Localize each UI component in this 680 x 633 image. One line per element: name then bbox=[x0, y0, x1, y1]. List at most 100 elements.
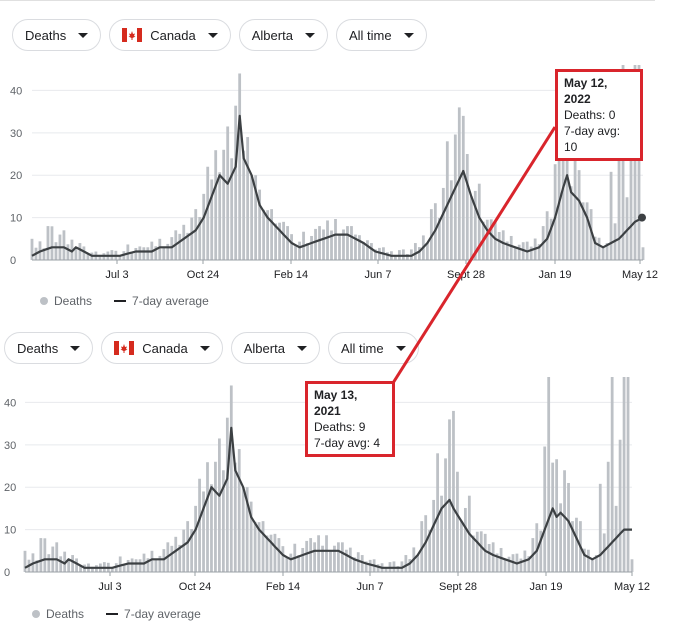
bar bbox=[356, 552, 360, 572]
bar bbox=[221, 470, 225, 572]
bar bbox=[190, 528, 194, 572]
bar bbox=[376, 564, 380, 572]
bar bbox=[362, 241, 365, 260]
bar bbox=[30, 238, 34, 260]
bar bbox=[527, 556, 531, 572]
y-tick-label: 30 bbox=[10, 128, 22, 140]
bar bbox=[178, 233, 182, 260]
bar bbox=[370, 243, 373, 260]
region-label: Alberta bbox=[251, 27, 293, 43]
bar bbox=[378, 247, 381, 260]
bar bbox=[609, 171, 613, 260]
x-tick-label: Feb 14 bbox=[266, 581, 300, 593]
bar bbox=[329, 550, 332, 572]
bar bbox=[432, 499, 436, 572]
legend-line-label: 7-day average bbox=[124, 607, 201, 621]
bar bbox=[210, 484, 213, 572]
bar bbox=[334, 219, 337, 260]
country-dropdown[interactable]: Canada bbox=[101, 332, 223, 364]
bar bbox=[277, 538, 281, 572]
bar bbox=[404, 555, 408, 572]
bar bbox=[366, 240, 369, 260]
bar bbox=[55, 542, 59, 572]
bar bbox=[325, 535, 328, 572]
range-dropdown[interactable]: All time bbox=[335, 19, 427, 51]
bar bbox=[509, 235, 513, 260]
bar bbox=[23, 550, 27, 572]
bar bbox=[348, 547, 352, 572]
bar bbox=[368, 559, 372, 572]
tooltip-deaths: Deaths: 0 bbox=[564, 108, 616, 122]
bar bbox=[539, 530, 543, 572]
bar bbox=[456, 471, 459, 572]
bar bbox=[420, 521, 424, 572]
bar bbox=[630, 559, 634, 572]
bar bbox=[318, 226, 321, 260]
bar bbox=[39, 538, 43, 572]
x-tick-label: Sept 28 bbox=[447, 269, 485, 281]
avg-line bbox=[24, 426, 632, 569]
filter-bar-top: Deaths Canada Alberta All time bbox=[12, 19, 427, 51]
region-dropdown[interactable]: Alberta bbox=[230, 332, 320, 364]
bar bbox=[491, 542, 495, 572]
bar bbox=[590, 559, 594, 572]
legend-line-label: 7-day average bbox=[132, 294, 209, 308]
bar bbox=[337, 542, 340, 572]
metric-dropdown[interactable]: Deaths bbox=[12, 19, 102, 51]
bar bbox=[237, 449, 241, 572]
bar bbox=[626, 377, 630, 572]
bar bbox=[489, 219, 493, 260]
bar bbox=[170, 545, 174, 572]
bar bbox=[408, 559, 412, 572]
tooltip-deaths: Deaths: 9 bbox=[314, 420, 366, 434]
bar bbox=[352, 557, 356, 572]
bar bbox=[301, 547, 305, 572]
bar bbox=[519, 558, 523, 572]
metric-label: Deaths bbox=[25, 27, 67, 43]
country-dropdown[interactable]: Canada bbox=[109, 19, 231, 51]
bar bbox=[130, 251, 134, 260]
caret-down-icon bbox=[78, 32, 89, 38]
bar bbox=[346, 226, 349, 260]
bar bbox=[134, 559, 138, 572]
bar bbox=[374, 249, 377, 260]
bar bbox=[289, 553, 293, 572]
range-dropdown[interactable]: All time bbox=[327, 332, 419, 364]
bar bbox=[126, 244, 130, 260]
bar bbox=[74, 247, 78, 260]
bar bbox=[233, 462, 237, 572]
bar bbox=[190, 217, 194, 260]
bar bbox=[246, 137, 250, 260]
y-tick-label: 10 bbox=[4, 525, 16, 537]
bar bbox=[138, 559, 142, 572]
bar bbox=[250, 175, 254, 260]
bar bbox=[253, 521, 257, 572]
bar bbox=[63, 551, 67, 572]
bar bbox=[158, 238, 162, 260]
bar bbox=[641, 247, 645, 260]
bar bbox=[290, 234, 293, 260]
bar bbox=[575, 517, 578, 572]
canada-flag-icon bbox=[122, 28, 143, 42]
bar bbox=[602, 533, 606, 572]
bar bbox=[314, 228, 317, 260]
bar bbox=[448, 419, 451, 572]
bar bbox=[150, 550, 154, 572]
bar bbox=[535, 523, 539, 572]
bar bbox=[234, 105, 238, 260]
bar bbox=[62, 230, 66, 260]
x-tick-label: Jul 3 bbox=[105, 269, 128, 281]
metric-dropdown[interactable]: Deaths bbox=[4, 332, 94, 364]
bar bbox=[286, 226, 289, 260]
caret-down-icon bbox=[70, 345, 81, 351]
bar bbox=[54, 242, 58, 260]
bar bbox=[354, 234, 357, 260]
bar bbox=[118, 556, 122, 572]
bar bbox=[254, 175, 258, 260]
tooltip-avg: 7-day avg: 4 bbox=[314, 436, 381, 450]
bar bbox=[463, 507, 467, 572]
bar bbox=[142, 247, 146, 260]
bar bbox=[194, 209, 198, 260]
bar bbox=[617, 151, 621, 260]
region-dropdown[interactable]: Alberta bbox=[238, 19, 328, 51]
